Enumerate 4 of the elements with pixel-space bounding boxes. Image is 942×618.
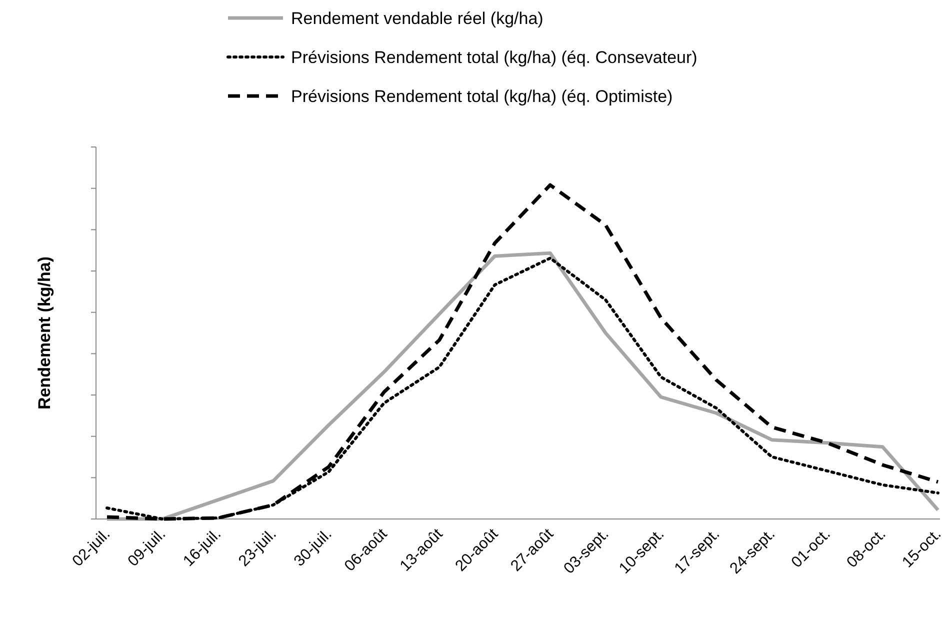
legend-label: Rendement vendable réel (kg/ha) bbox=[291, 9, 544, 28]
legend-label: Prévisions Rendement total (kg/ha) (éq. Optimiste) bbox=[291, 87, 673, 106]
y-axis-title: Rendement (kg/ha) bbox=[35, 256, 54, 410]
legend-label: Prévisions Rendement total (kg/ha) (éq. Consevateur) bbox=[291, 48, 698, 67]
